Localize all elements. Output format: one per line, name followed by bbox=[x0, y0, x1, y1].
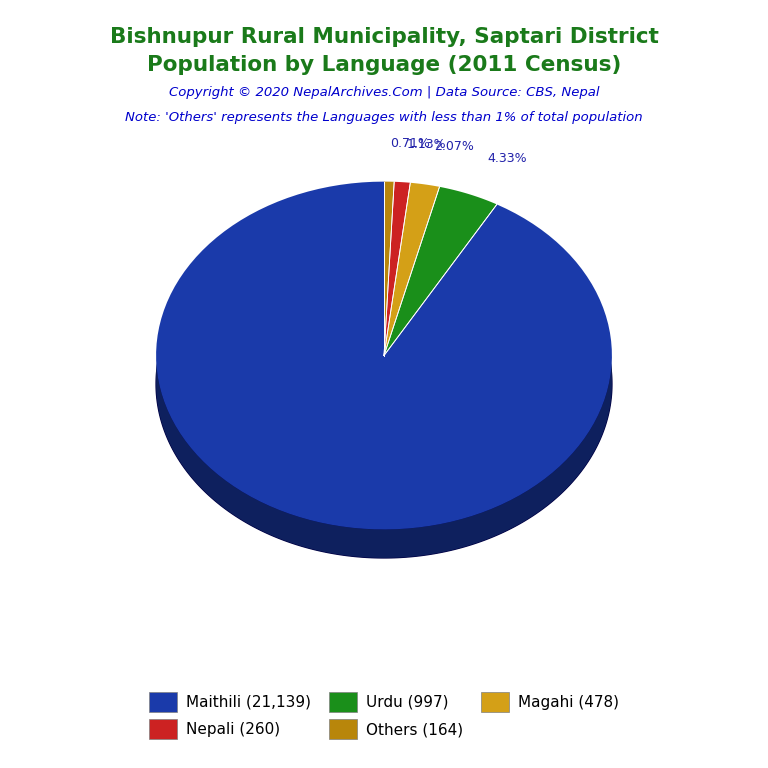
Polygon shape bbox=[384, 182, 410, 356]
Legend: Maithili (21,139), Nepali (260), Urdu (997), Others (164), Magahi (478): Maithili (21,139), Nepali (260), Urdu (9… bbox=[143, 686, 625, 745]
Polygon shape bbox=[156, 181, 612, 529]
Text: Population by Language (2011 Census): Population by Language (2011 Census) bbox=[147, 55, 621, 75]
Text: 91.76%: 91.76% bbox=[240, 438, 288, 451]
Polygon shape bbox=[384, 187, 497, 356]
Polygon shape bbox=[156, 210, 612, 558]
Text: Note: 'Others' represents the Languages with less than 1% of total population: Note: 'Others' represents the Languages … bbox=[125, 111, 643, 124]
Text: Bishnupur Rural Municipality, Saptari District: Bishnupur Rural Municipality, Saptari Di… bbox=[110, 27, 658, 47]
Text: 2.07%: 2.07% bbox=[434, 141, 474, 154]
Text: Copyright © 2020 NepalArchives.Com | Data Source: CBS, Nepal: Copyright © 2020 NepalArchives.Com | Dat… bbox=[169, 86, 599, 99]
Text: 0.71%: 0.71% bbox=[390, 137, 430, 150]
Polygon shape bbox=[384, 181, 394, 356]
Text: 4.33%: 4.33% bbox=[488, 152, 528, 165]
Polygon shape bbox=[156, 356, 612, 558]
Polygon shape bbox=[384, 183, 439, 356]
Text: 1.13%: 1.13% bbox=[406, 137, 446, 151]
